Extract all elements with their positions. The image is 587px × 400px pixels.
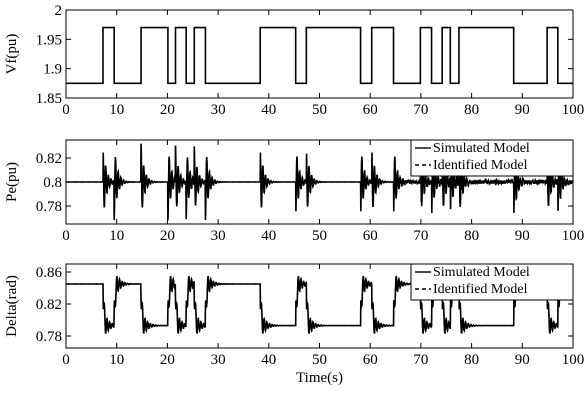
- y-tick-label: 0.82: [36, 297, 62, 313]
- panel-pe: 0 10 20 30 40 50 60 70 80 90 100 0.78 0.8 0.82 Pe(pu) S…: [4, 139, 585, 244]
- legend-box: [410, 139, 574, 177]
- x-tick-label: 50: [312, 352, 327, 368]
- series-line: [66, 26, 573, 85]
- x-tick-label: 40: [261, 352, 276, 368]
- x-tick-label: 90: [515, 352, 530, 368]
- y-tick-label: 1.95: [36, 32, 62, 48]
- x-tick-label: 100: [562, 102, 585, 118]
- x-tick-label: 80: [464, 228, 479, 244]
- x-tick-label: 0: [62, 352, 70, 368]
- x-tick-label: 70: [413, 352, 428, 368]
- x-tick-label: 0: [62, 102, 70, 118]
- y-axis-label: Pe(pu): [4, 162, 20, 202]
- x-tick-label: 10: [109, 102, 124, 118]
- legend-box: [410, 263, 574, 301]
- series-identified: [66, 143, 573, 221]
- plot-area: [66, 143, 573, 221]
- x-tick-label: 90: [515, 102, 530, 118]
- y-tick-label: 0.8: [43, 175, 62, 191]
- x-tick-label: 50: [312, 102, 327, 118]
- y-tick-label: 0.78: [36, 329, 62, 345]
- legend-label: Identified Model: [433, 282, 528, 297]
- x-tick-label: 100: [562, 352, 585, 368]
- legend: Simulated Model Identified Model: [410, 139, 574, 177]
- y-tick-label: 1.85: [36, 91, 62, 107]
- x-tick-label: 0: [62, 228, 70, 244]
- legend: Simulated Model Identified Model: [410, 263, 574, 301]
- x-tick-label: 60: [363, 102, 378, 118]
- panel-vf: 0 10 20 30 40 50 60 70 80 90 100 1.85 1.9 1.95 2 Vf(pu): [4, 3, 584, 118]
- y-tick-label: 0.86: [36, 265, 63, 281]
- x-tick-label: 10: [109, 228, 124, 244]
- y-tick-label: 2: [55, 3, 63, 19]
- legend-label: Identified Model: [433, 158, 528, 173]
- x-tick-label: 80: [464, 352, 479, 368]
- x-tick-label: 30: [211, 228, 226, 244]
- series-identified: [66, 275, 573, 334]
- x-tick-label: 30: [211, 352, 226, 368]
- x-tick-label: 20: [160, 228, 175, 244]
- y-axis-label: Delta(rad): [4, 275, 20, 337]
- x-tick-label: 40: [261, 102, 276, 118]
- x-tick-label: 10: [109, 352, 124, 368]
- legend-label: Simulated Model: [433, 265, 530, 280]
- x-tick-label: 80: [464, 102, 479, 118]
- x-tick-label: 40: [261, 228, 276, 244]
- x-tick-label: 20: [160, 352, 175, 368]
- legend-label: Simulated Model: [433, 141, 530, 156]
- x-tick-label: 60: [363, 352, 378, 368]
- y-tick-label: 1.9: [43, 62, 62, 78]
- x-axis-label: Time(s): [296, 370, 343, 386]
- plot-area: [66, 275, 573, 334]
- x-tick-label: 90: [515, 228, 530, 244]
- panel-delta: 0 10 20 30 40 50 60 70 80 90 100 0.78 0.82 0.86 Delta(…: [4, 263, 585, 386]
- plot-area: [66, 26, 573, 85]
- x-tick-label: 100: [562, 228, 585, 244]
- x-tick-label: 70: [413, 228, 428, 244]
- y-tick-label: 0.82: [36, 151, 62, 167]
- x-tick-label: 20: [160, 102, 175, 118]
- y-axis-label: Vf(pu): [4, 34, 20, 75]
- x-tick-label: 50: [312, 228, 327, 244]
- x-tick-label: 70: [413, 102, 428, 118]
- y-tick-label: 0.78: [36, 199, 62, 215]
- x-tick-label: 30: [211, 102, 226, 118]
- plot-frame: [65, 9, 574, 99]
- x-tick-label: 60: [363, 228, 378, 244]
